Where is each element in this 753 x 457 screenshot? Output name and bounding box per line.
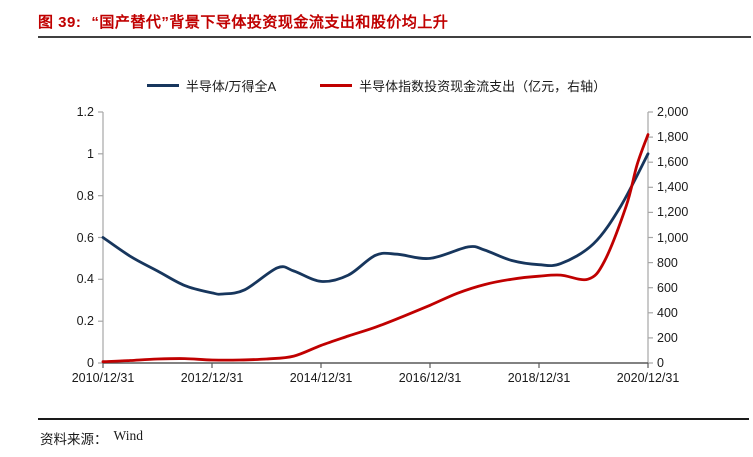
figure-header: 图 39: “国产替代”背景下导体投资现金流支出和股价均上升 — [38, 11, 743, 32]
x-axis-tick-label: 2016/12/31 — [398, 371, 462, 385]
left-axis-tick-label: 1 — [87, 146, 94, 161]
x-axis-tick-label: 2010/12/31 — [71, 371, 135, 385]
right-axis-tick-label: 600 — [657, 280, 678, 295]
figure-label: 图 39: — [38, 14, 82, 31]
left-axis-tick-label: 0.8 — [76, 188, 94, 203]
left-axis-tick-label: 0.2 — [76, 314, 94, 329]
series-line-blue — [101, 152, 650, 296]
right-axis-tick-label: 1,800 — [657, 130, 689, 145]
right-axis-tick-label: 800 — [657, 255, 678, 270]
legend-line-blue-swatch — [146, 84, 179, 87]
source-divider — [38, 418, 749, 420]
right-axis-tick-label: 2,000 — [657, 105, 689, 119]
left-axis-tick-label: 0.6 — [76, 230, 94, 245]
legend-line-red-swatch — [320, 84, 353, 87]
x-axis-tick-label: 2020/12/31 — [616, 371, 680, 385]
left-axis-tick-label: 1.2 — [76, 105, 94, 119]
right-axis-tick-label: 1,400 — [657, 180, 689, 195]
figure-title: “国产替代”背景下导体投资现金流支出和股价均上升 — [91, 14, 449, 31]
right-axis-tick-label: 0 — [657, 356, 664, 370]
chart-legend: 半导体/万得全A 半导体指数投资现金流支出（亿元，右轴） — [0, 76, 753, 95]
source-label: 资料来源： — [40, 432, 108, 447]
source-row: 资料来源： Wind — [40, 428, 143, 448]
right-axis-tick-label: 1,200 — [657, 205, 689, 220]
legend-label: 半导体指数投资现金流支出（亿元，右轴） — [359, 79, 607, 94]
right-axis-tick-label: 400 — [657, 305, 678, 320]
right-axis-tick-label: 1,000 — [657, 230, 689, 245]
left-axis-tick-label: 0.4 — [76, 272, 94, 287]
source-value: Wind — [113, 428, 143, 443]
right-axis-tick-label: 200 — [657, 330, 678, 345]
legend-item-semiconductor-wind-all-a: 半导体/万得全A — [146, 76, 277, 95]
x-axis-tick-label: 2014/12/31 — [289, 371, 353, 385]
legend-item-capex-cashflow: 半导体指数投资现金流支出（亿元，右轴） — [320, 76, 606, 95]
left-axis-tick-label: 0 — [87, 356, 94, 370]
title-divider — [38, 36, 751, 38]
x-axis-tick-label: 2018/12/31 — [507, 371, 571, 385]
x-axis-tick-label: 2012/12/31 — [180, 371, 244, 385]
legend-label: 半导体/万得全A — [185, 79, 277, 94]
right-axis-tick-label: 1,600 — [657, 155, 689, 170]
series-line-red — [101, 133, 650, 364]
